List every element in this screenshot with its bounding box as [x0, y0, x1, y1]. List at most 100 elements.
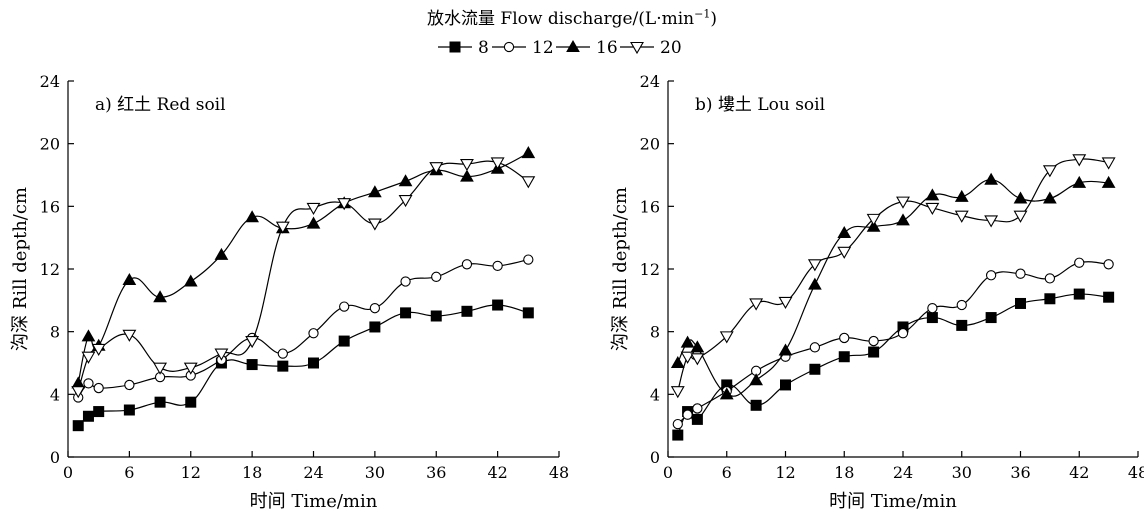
x-tick-label: 18 [242, 463, 262, 482]
data-point-12-39 [461, 259, 473, 270]
legend-title-unit-exponent: −1 [694, 7, 711, 21]
x-tick-label: 30 [365, 463, 385, 482]
data-point-16-33 [984, 172, 998, 185]
data-point-20-39 [1042, 165, 1057, 178]
data-point-16-18 [245, 210, 259, 223]
data-point-12-24 [308, 328, 319, 339]
chart-legend: 8 12 16 20 [438, 38, 682, 58]
data-point-12-2 [83, 378, 94, 389]
series-16 [670, 172, 1116, 400]
x-tick-label: 24 [893, 463, 913, 482]
y-tick-label: 24 [40, 72, 60, 91]
data-point-12-30 [369, 303, 381, 314]
y-tick-label: 4 [650, 385, 660, 404]
data-point-8-18 [838, 351, 850, 363]
data-point-8-2 [82, 410, 94, 422]
data-point-20-15 [807, 259, 822, 272]
data-point-12-1 [672, 418, 683, 430]
data-point-8-36 [1015, 297, 1026, 309]
data-point-20-1 [71, 386, 86, 399]
data-point-8-21 [868, 346, 880, 358]
data-point-20-33 [984, 215, 999, 228]
data-point-8-33 [400, 307, 412, 319]
data-point-20-6 [719, 331, 734, 344]
data-point-12-2 [682, 409, 693, 420]
series-8 [672, 288, 1115, 441]
data-point-8-30 [369, 321, 381, 333]
data-point-16-33 [398, 174, 413, 187]
legend-marker-16 [566, 39, 580, 52]
data-point-20-18 [245, 336, 260, 349]
y-tick-label: 16 [640, 197, 660, 216]
x-tick-label: 18 [834, 463, 854, 482]
data-point-20-30 [367, 218, 382, 231]
data-point-20-2 [81, 351, 96, 364]
data-point-16-45 [521, 146, 536, 159]
data-point-20-12 [183, 362, 198, 375]
data-point-20-21 [866, 213, 881, 226]
series-12 [73, 254, 534, 403]
y-tick-label: 0 [50, 448, 60, 467]
data-point-20-21 [275, 221, 290, 234]
data-point-12-36 [431, 271, 442, 282]
series-line-16 [77, 152, 529, 384]
data-point-12-24 [897, 328, 909, 339]
data-point-12-36 [1015, 268, 1026, 279]
x-axis-label: 时间 Time/min [250, 491, 378, 512]
data-point-20-24 [306, 202, 321, 216]
data-point-16-36 [1013, 191, 1028, 204]
data-point-8-1 [672, 429, 684, 441]
x-tick-label: 48 [549, 463, 569, 482]
series-line-12 [77, 259, 529, 398]
y-tick-label: 20 [40, 135, 60, 154]
y-axis-label: 沟深 Rill depth/cm [10, 187, 31, 351]
data-point-20-30 [954, 210, 969, 223]
data-point-8-9 [750, 399, 762, 411]
data-point-16-39 [1043, 191, 1057, 204]
data-point-12-33 [985, 270, 997, 281]
y-tick-label: 0 [650, 448, 660, 467]
data-point-8-36 [430, 310, 442, 322]
data-point-16-1 [670, 355, 685, 368]
x-tick-label: 0 [663, 463, 673, 482]
series-line-12 [677, 261, 1109, 425]
data-point-16-15 [808, 277, 822, 290]
legend-title-text: 放水流量 Flow discharge/(L·min [427, 9, 695, 29]
legend-title-close: ) [710, 9, 717, 29]
data-point-8-12 [780, 379, 791, 391]
legend-marker-20 [630, 41, 644, 55]
data-point-20-9 [153, 362, 168, 375]
data-point-20-27 [337, 198, 352, 211]
x-tick-label: 42 [1069, 463, 1089, 482]
y-tick-label: 8 [650, 323, 660, 342]
data-point-16-24 [306, 216, 321, 229]
data-point-8-27 [338, 335, 350, 347]
data-point-16-42 [1072, 175, 1087, 188]
data-point-20-9 [749, 298, 764, 311]
data-point-12-21 [277, 348, 288, 359]
y-tick-label: 12 [640, 260, 660, 279]
y-tick-label: 4 [50, 385, 60, 404]
data-point-20-3 [690, 353, 705, 366]
data-point-20-3 [91, 343, 106, 357]
data-point-12-3 [692, 403, 703, 414]
data-point-8-3 [691, 413, 703, 425]
x-tick-label: 30 [952, 463, 972, 482]
x-axis-label: 时间 Time/min [829, 491, 957, 512]
data-point-12-21 [868, 335, 879, 347]
y-tick-label: 12 [40, 260, 60, 279]
data-point-20-1 [670, 386, 685, 399]
data-point-12-15 [809, 342, 821, 353]
y-tick-label: 16 [40, 197, 60, 216]
x-tick-label: 12 [181, 463, 201, 482]
data-point-8-39 [1044, 293, 1056, 305]
panel-title: a) 红土 Red soil [95, 95, 226, 115]
data-point-12-18 [839, 332, 850, 344]
series-12 [672, 257, 1114, 430]
data-point-8-30 [956, 319, 968, 331]
x-tick-label: 48 [1128, 463, 1144, 482]
y-tick-label: 24 [640, 72, 660, 91]
data-point-20-45 [521, 176, 536, 189]
data-point-16-12 [183, 274, 198, 287]
